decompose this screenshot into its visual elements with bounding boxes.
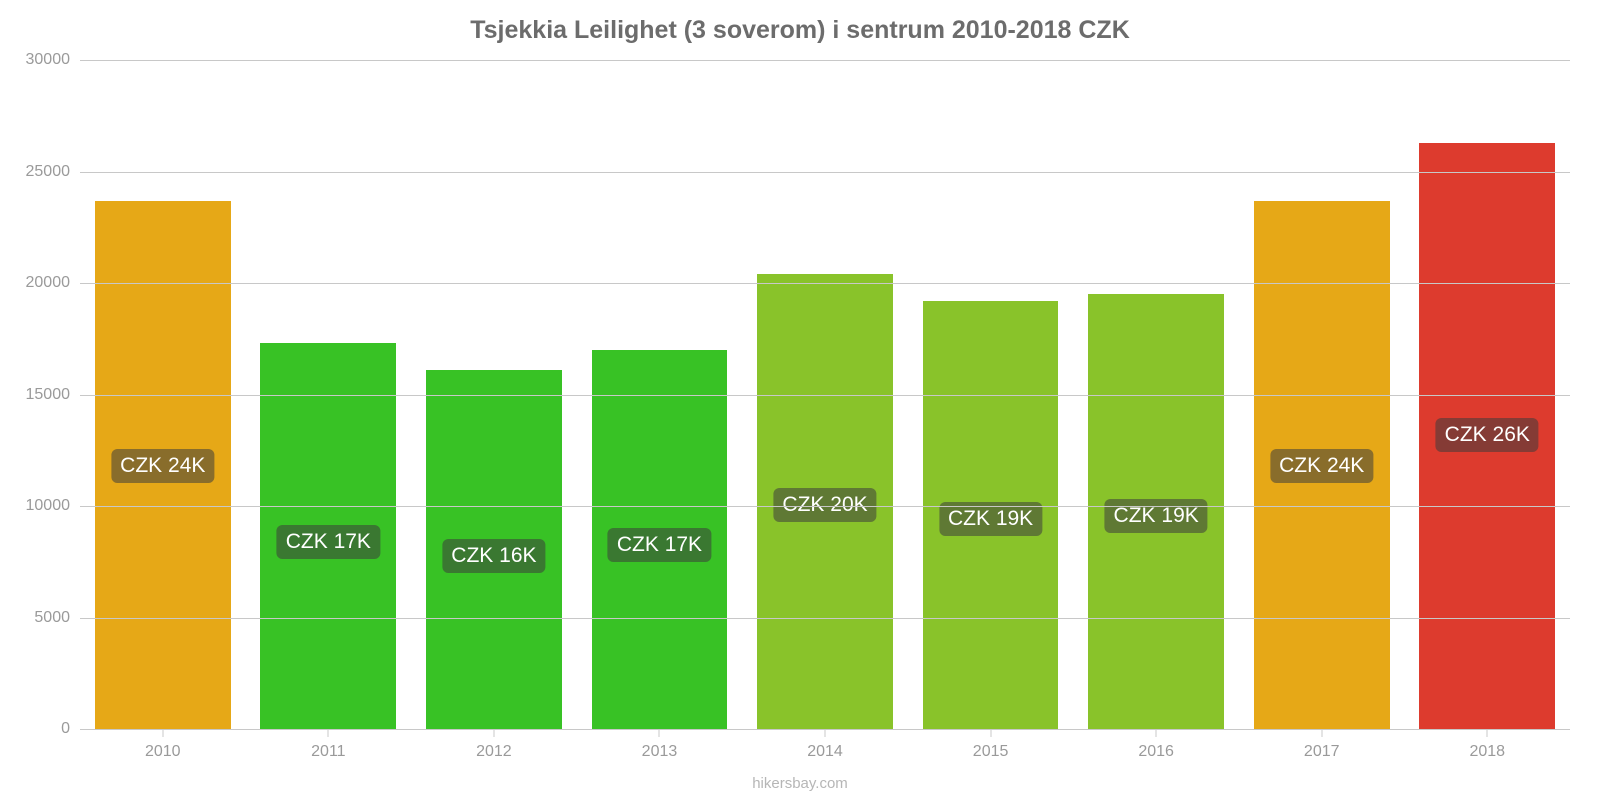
chart-title: Tsjekkia Leilighet (3 soverom) i sentrum… <box>0 16 1600 45</box>
bar-value-badge: CZK 19K <box>939 502 1042 536</box>
gridline <box>80 283 1570 284</box>
x-axis-label: 2015 <box>973 729 1009 761</box>
y-axis-label: 5000 <box>34 609 80 627</box>
x-axis-label: 2011 <box>311 729 345 761</box>
plot-area: CZK 24K2010CZK 17K2011CZK 16K2012CZK 17K… <box>80 60 1570 730</box>
credit-text: hikersbay.com <box>0 775 1600 792</box>
bar-value-badge: CZK 17K <box>277 525 380 559</box>
gridline <box>80 506 1570 507</box>
bar-value-badge: CZK 19K <box>1105 499 1208 533</box>
x-axis-label: 2018 <box>1469 729 1505 761</box>
y-axis-label: 0 <box>61 720 80 738</box>
bar-value-badge: CZK 24K <box>1270 449 1373 483</box>
x-axis-label: 2017 <box>1304 729 1340 761</box>
bar-value-badge: CZK 20K <box>773 488 876 522</box>
bar: CZK 24K <box>95 201 231 730</box>
bar-chart: Tsjekkia Leilighet (3 soverom) i sentrum… <box>0 0 1600 800</box>
y-axis-label: 10000 <box>26 497 81 515</box>
x-axis-label: 2016 <box>1138 729 1174 761</box>
gridline <box>80 395 1570 396</box>
bar: CZK 24K <box>1254 201 1390 730</box>
x-axis-label: 2013 <box>642 729 678 761</box>
x-axis-label: 2012 <box>476 729 512 761</box>
x-axis-label: 2014 <box>807 729 843 761</box>
bar: CZK 17K <box>260 343 396 729</box>
bar: CZK 17K <box>592 350 728 729</box>
bar-value-badge: CZK 24K <box>111 449 214 483</box>
gridline <box>80 172 1570 173</box>
y-axis-label: 20000 <box>26 274 81 292</box>
y-axis-label: 30000 <box>26 51 81 69</box>
gridline <box>80 618 1570 619</box>
y-axis-label: 15000 <box>26 386 81 404</box>
bar: CZK 19K <box>923 301 1059 729</box>
bar: CZK 20K <box>757 274 893 729</box>
gridline <box>80 60 1570 61</box>
y-axis-label: 25000 <box>26 163 81 181</box>
bar-value-badge: CZK 17K <box>608 528 711 562</box>
bar-value-badge: CZK 16K <box>442 539 545 573</box>
bar: CZK 19K <box>1088 294 1224 729</box>
bar-value-badge: CZK 26K <box>1436 418 1539 452</box>
bar: CZK 26K <box>1419 143 1555 729</box>
bar: CZK 16K <box>426 370 562 729</box>
x-axis-label: 2010 <box>145 729 181 761</box>
